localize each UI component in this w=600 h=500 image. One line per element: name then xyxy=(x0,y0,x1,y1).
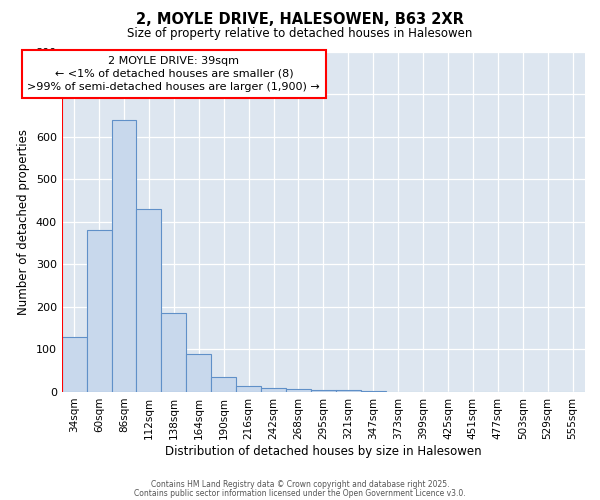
Bar xyxy=(311,390,336,392)
Bar xyxy=(86,230,112,392)
Bar xyxy=(136,209,161,392)
Bar xyxy=(361,391,386,392)
Bar xyxy=(336,390,361,392)
Bar xyxy=(187,354,211,392)
Text: 2, MOYLE DRIVE, HALESOWEN, B63 2XR: 2, MOYLE DRIVE, HALESOWEN, B63 2XR xyxy=(136,12,464,28)
X-axis label: Distribution of detached houses by size in Halesowen: Distribution of detached houses by size … xyxy=(165,444,482,458)
Y-axis label: Number of detached properties: Number of detached properties xyxy=(17,128,30,314)
Text: Contains public sector information licensed under the Open Government Licence v3: Contains public sector information licen… xyxy=(134,488,466,498)
Text: Contains HM Land Registry data © Crown copyright and database right 2025.: Contains HM Land Registry data © Crown c… xyxy=(151,480,449,489)
Text: 2 MOYLE DRIVE: 39sqm
← <1% of detached houses are smaller (8)
>99% of semi-detac: 2 MOYLE DRIVE: 39sqm ← <1% of detached h… xyxy=(28,56,320,92)
Bar xyxy=(62,336,86,392)
Bar xyxy=(161,313,187,392)
Bar xyxy=(112,120,136,392)
Bar xyxy=(286,388,311,392)
Bar xyxy=(261,388,286,392)
Text: Size of property relative to detached houses in Halesowen: Size of property relative to detached ho… xyxy=(127,28,473,40)
Bar xyxy=(211,377,236,392)
Bar xyxy=(236,386,261,392)
